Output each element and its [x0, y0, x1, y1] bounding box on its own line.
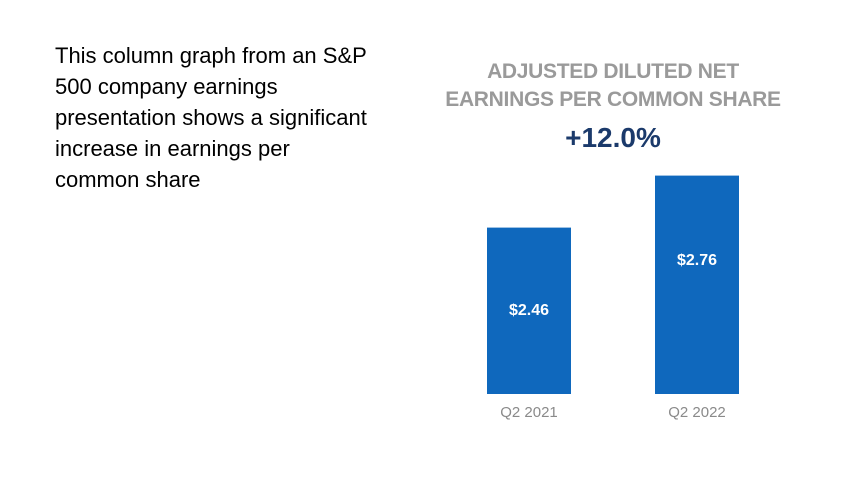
x-tick-label: Q2 2021	[500, 404, 558, 421]
description: This column graph from an S&P 500 compan…	[55, 43, 367, 192]
value-label: $2.76	[677, 252, 717, 269]
bar	[487, 227, 571, 394]
chart-subtitle: +12.0%	[565, 122, 661, 153]
bar	[655, 175, 739, 394]
x-tick-label: Q2 2022	[668, 404, 726, 421]
value-label: $2.46	[509, 302, 549, 319]
chart-title: ADJUSTED DILUTED NET EARNINGS PER COMMON…	[445, 60, 781, 111]
